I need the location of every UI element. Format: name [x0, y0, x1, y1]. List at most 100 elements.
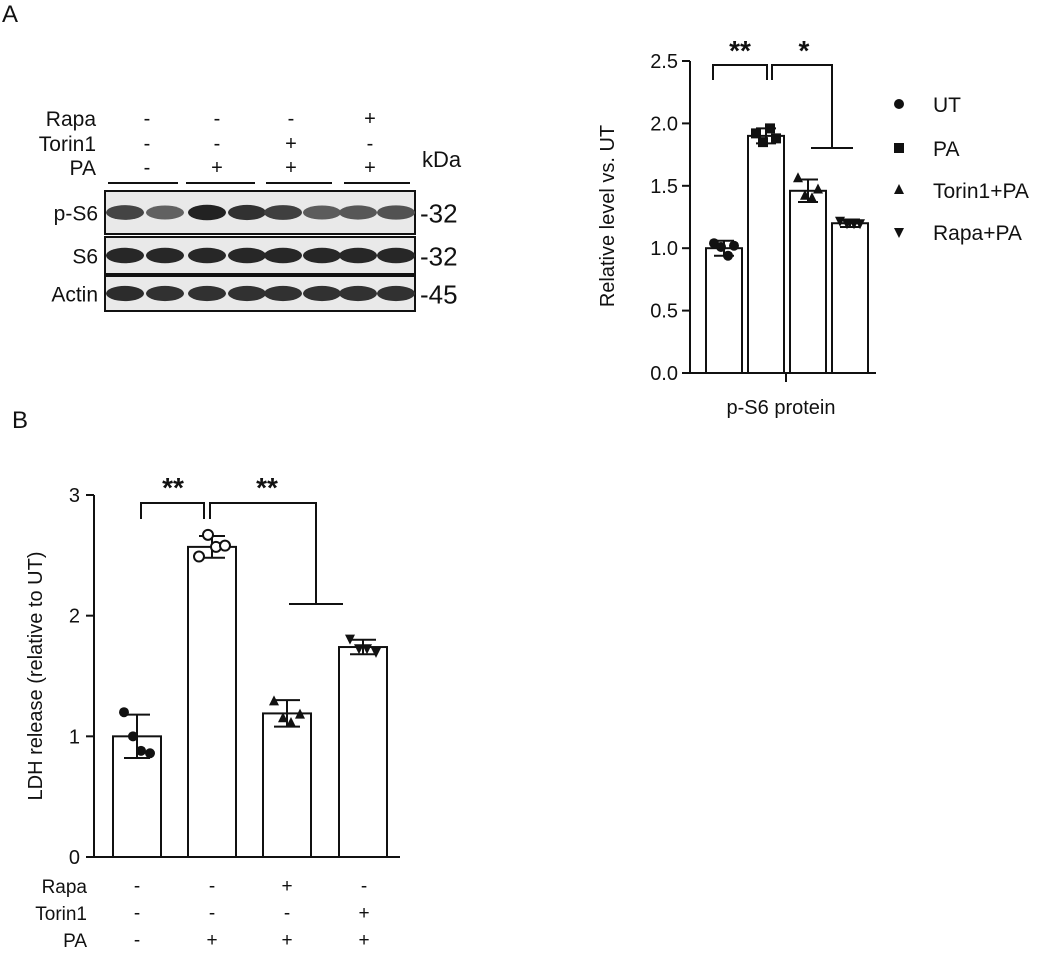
blot-sign: - [144, 157, 151, 179]
blot-band [303, 205, 341, 220]
chart-a-legend-label: PA [933, 138, 959, 161]
chart-b-ldh: LDH release (relative to UT) 0 1 2 3 ** ** R… [25, 472, 400, 952]
chart-a-y-tick-label: 2.0 [650, 113, 678, 135]
chart-b-sign: + [281, 930, 292, 951]
chart-a-sig-bracket [771, 64, 853, 149]
chart-b-sign: - [209, 876, 215, 897]
chart-a-legend: UT PA Torin1+PA Rapa+PA [894, 94, 1029, 245]
chart-a-bar-rapa+pa [831, 222, 869, 374]
chart-a-point [842, 219, 852, 230]
chart-a-legend-marker [894, 143, 904, 153]
blot-band-label: p-S6 [54, 203, 98, 226]
chart-b-row-label-torin1: Torin1 [35, 904, 87, 925]
chart-b-sign: + [206, 930, 217, 951]
blot-sign: - [214, 133, 221, 155]
chart-a-point [807, 192, 817, 203]
chart-b-sign: + [281, 876, 292, 897]
chart-a-bars [705, 123, 869, 374]
chart-b-point [193, 550, 205, 563]
chart-b-sig-bracket [140, 502, 205, 519]
chart-b-point [145, 748, 155, 759]
chart-a-point [765, 123, 775, 134]
chart-b-point [119, 707, 129, 718]
chart-a-y-tick-label: 2.5 [650, 51, 678, 73]
chart-a-legend-marker [894, 184, 904, 194]
chart-b-point [286, 717, 296, 728]
blot-sign: + [364, 108, 376, 130]
blot-band [228, 204, 266, 221]
blot-sign: + [285, 157, 297, 179]
blot-band [188, 247, 226, 264]
blot-band [264, 205, 302, 220]
blot-band [264, 247, 302, 264]
blot-band [339, 285, 377, 302]
chart-a-significance: ** * [712, 35, 853, 149]
chart-a-bar-pa [747, 134, 785, 374]
chart-b-sign: - [209, 903, 215, 924]
chart-a-xlabel: p-S6 protein [727, 397, 836, 419]
chart-b-bar [338, 646, 388, 858]
blot-band-rows: p-S6 -32 S6 -32 Actin -45 [51, 190, 458, 312]
chart-a-sig-label: * [799, 35, 810, 66]
chart-a-point [729, 240, 739, 251]
chart-a-y-tick-label: 1.5 [650, 176, 678, 198]
blot-band [106, 285, 144, 302]
chart-a-point [751, 128, 761, 139]
blot-sign: + [211, 157, 223, 179]
blot-kda-marker: -45 [420, 280, 458, 310]
chart-a-ylabel: Relative level vs. UT [597, 125, 619, 307]
chart-b-point [269, 695, 279, 706]
panel-a-label: A [2, 1, 18, 28]
chart-a-y-tick-label: 0.0 [650, 363, 678, 385]
chart-b-significance: ** ** [140, 472, 343, 605]
chart-b-sign: + [358, 930, 369, 951]
chart-b-sign: - [361, 876, 367, 897]
blot-band [228, 247, 266, 264]
chart-b-bar [262, 712, 312, 859]
blot-kda-marker: -32 [420, 199, 458, 229]
chart-a-point [800, 189, 810, 200]
blot-band [146, 247, 184, 264]
chart-b-row-label-pa: PA [63, 931, 87, 952]
chart-b-y-tick-label: 1 [69, 726, 80, 748]
blot-sign: - [144, 133, 151, 155]
blot-row-label-pa: PA [70, 157, 96, 180]
chart-b-sig-bracket [209, 502, 343, 605]
chart-b-sign: - [134, 876, 140, 897]
chart-b-sig-label: ** [256, 472, 278, 503]
blot-sign: - [214, 108, 221, 130]
chart-b-point [362, 644, 372, 655]
chart-a-legend-marker [894, 228, 904, 238]
chart-a-legend-label: Rapa+PA [933, 222, 1022, 245]
blot-band [146, 205, 184, 220]
chart-b-sign: - [134, 930, 140, 951]
chart-b-row-label-rapa: Rapa [42, 877, 88, 898]
chart-b-sig-label: ** [162, 472, 184, 503]
blot-treatment-table: Rapa - - - +Torin1- - + -PA - + + + [39, 108, 376, 180]
blot-band [106, 205, 144, 220]
chart-b-ylabel: LDH release (relative to UT) [25, 552, 47, 801]
chart-b-point [354, 644, 364, 655]
chart-a-bar-torin1+pa [789, 189, 827, 374]
chart-a-point [855, 219, 865, 230]
chart-b-y-tick-label: 2 [69, 606, 80, 628]
chart-b-point [345, 634, 355, 645]
chart-b-y-tick-label: 3 [69, 485, 80, 507]
blot-sign: + [364, 157, 376, 179]
chart-b-bar [187, 545, 237, 858]
chart-b-sign: + [358, 903, 369, 924]
chart-a-point [723, 250, 733, 261]
blot-row-label-rapa: Rapa [46, 108, 97, 131]
blot-band [228, 285, 266, 302]
chart-b-point [219, 539, 231, 552]
chart-a-legend-label: UT [933, 94, 961, 117]
chart-a-pS6: Relative level vs. UT p-S6 protein 0.0 0.… [597, 35, 1029, 419]
blot-band [188, 204, 226, 221]
chart-a-legend-marker [894, 99, 904, 109]
blot-kda-marker: -32 [420, 242, 458, 272]
blot-sign: - [367, 133, 374, 155]
blot-sign: - [144, 108, 151, 130]
chart-a-sig-bracket [712, 64, 768, 80]
